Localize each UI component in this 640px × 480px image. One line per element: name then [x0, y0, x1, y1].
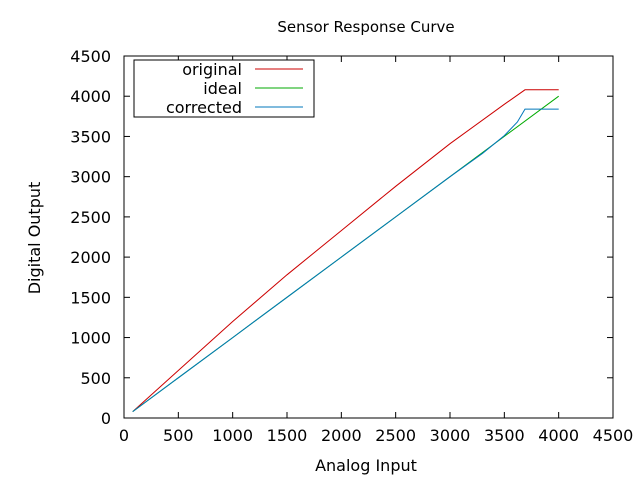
- y-tick-label: 4000: [70, 87, 111, 106]
- series-line-original: [132, 89, 559, 412]
- x-tick-label: 2500: [375, 426, 416, 445]
- series-line-corrected: [132, 108, 559, 413]
- y-tick-label: 4500: [70, 47, 111, 66]
- x-tick-label: 3500: [484, 426, 525, 445]
- y-tick-label: 500: [80, 369, 111, 388]
- legend-label-original: original: [182, 60, 242, 79]
- x-tick-label: 3000: [430, 426, 471, 445]
- chart-title: Sensor Response Curve: [277, 18, 454, 36]
- x-tick-label: 4000: [538, 426, 579, 445]
- x-tick-label: 500: [163, 426, 194, 445]
- y-tick-label: 1000: [70, 329, 111, 348]
- y-tick-label: 3000: [70, 168, 111, 187]
- y-tick-label: 1500: [70, 288, 111, 307]
- plot-frame: [123, 55, 614, 419]
- x-tick-label: 4500: [593, 426, 634, 445]
- x-tick-label: 2000: [321, 426, 362, 445]
- y-tick-label: 2000: [70, 248, 111, 267]
- y-axis-label: Digital Output: [25, 182, 44, 295]
- y-tick-label: 0: [101, 409, 111, 428]
- y-tick-label: 2500: [70, 208, 111, 227]
- legend-label-ideal: ideal: [203, 79, 242, 98]
- x-tick-label: 0: [119, 426, 129, 445]
- axis-ticks: 0 500 1000 1500 2000 2500 3000 3500 4000 4500 0 500…: [70, 47, 633, 445]
- y-tick-label: 3500: [70, 127, 111, 146]
- series-lines: [132, 89, 559, 413]
- x-tick-label: 1000: [212, 426, 253, 445]
- x-tick-label: 1500: [267, 426, 308, 445]
- legend-label-corrected: corrected: [166, 98, 242, 117]
- x-axis-label: Analog Input: [315, 456, 417, 475]
